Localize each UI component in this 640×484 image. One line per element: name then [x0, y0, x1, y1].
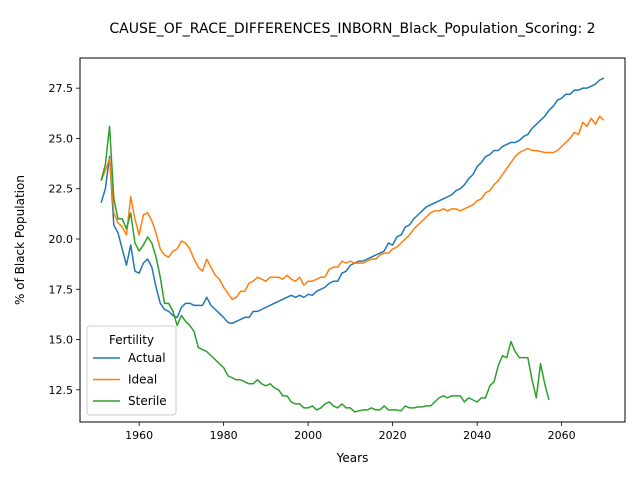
y-tick-label: 15.0 — [49, 334, 74, 347]
legend-label-ideal: Ideal — [128, 373, 157, 387]
legend-title: Fertility — [109, 333, 154, 347]
y-tick-label: 12.5 — [49, 384, 74, 397]
chart-title: CAUSE_OF_RACE_DIFFERENCES_INBORN_Black_P… — [109, 21, 595, 37]
legend: Fertility Actual Ideal Sterile — [87, 326, 176, 415]
x-tick-label: 2020 — [379, 429, 407, 442]
legend-label-sterile: Sterile — [128, 394, 167, 408]
x-tick-label: 2000 — [294, 429, 322, 442]
y-tick-label: 20.0 — [49, 233, 74, 246]
x-tick-label: 1960 — [125, 429, 153, 442]
y-tick-label: 17.5 — [49, 283, 74, 296]
x-tick-label: 2040 — [463, 429, 491, 442]
y-tick-label: 25.0 — [49, 132, 74, 145]
y-tick-label: 27.5 — [49, 82, 74, 95]
y-tick-label: 22.5 — [49, 183, 74, 196]
y-axis-label: % of Black Population — [13, 175, 27, 305]
legend-label-actual: Actual — [128, 351, 166, 365]
x-tick-label: 2060 — [548, 429, 576, 442]
x-axis-label: Years — [336, 451, 369, 465]
x-tick-label: 1980 — [210, 429, 238, 442]
